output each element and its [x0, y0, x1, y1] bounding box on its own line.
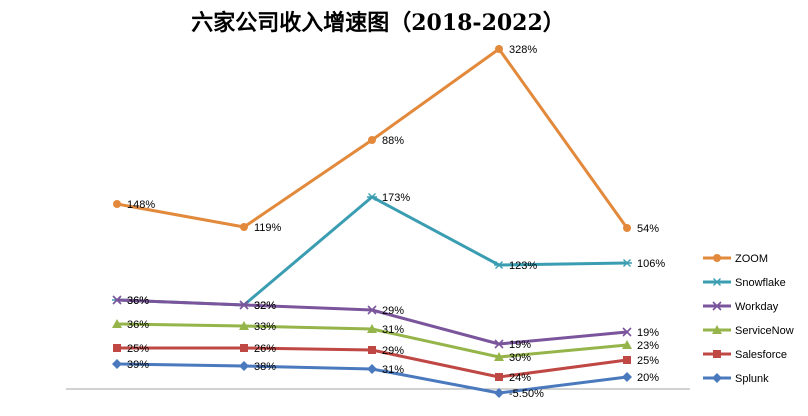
legend-item-splunk: Splunk [703, 373, 769, 385]
data-label-zoom-1: 119% [254, 222, 282, 234]
data-label-workday-2: 29% [382, 305, 404, 317]
data-point-splunk-3 [494, 388, 504, 398]
legend-label-zoom: ZOOM [735, 253, 768, 265]
data-point-salesforce-0 [113, 344, 121, 352]
data-label-zoom-3: 328% [509, 44, 537, 56]
data-label-servicenow-4: 23% [637, 340, 659, 352]
legend: ZOOM Snowflake Workday ServiceNow Salesforce… [703, 253, 794, 385]
legend-marker-snowflake [712, 278, 722, 286]
data-label-snowflake-2: 173% [382, 192, 410, 204]
data-label-snowflake-3: 123% [509, 260, 537, 272]
plot-area: 148%119%88%328%54%36% 32%173%123% 106%36% 3… [112, 44, 665, 400]
data-label-workday-3: 19% [509, 339, 531, 351]
data-label-splunk-1: 38% [254, 361, 276, 373]
data-point-zoom-0 [113, 200, 121, 208]
series-workday: 36% 32% 29% 19% 19% [112, 295, 659, 351]
legend-item-zoom: ZOOM [703, 253, 768, 265]
data-point-workday-0 [112, 295, 122, 305]
data-point-salesforce-4 [623, 356, 631, 364]
legend-marker-workday [712, 301, 722, 311]
data-point-salesforce-3 [495, 373, 503, 381]
data-point-servicenow-1 [239, 321, 249, 330]
series-splunk: 39% 38% 31% -5.50% 20% [112, 359, 659, 400]
data-point-snowflake-2 [367, 193, 377, 201]
data-point-snowflake-4 [622, 259, 632, 267]
data-label-servicenow-0: 36% [127, 319, 149, 331]
series-line-workday [115, 298, 629, 346]
data-point-splunk-1 [239, 361, 249, 371]
data-point-splunk-4 [622, 372, 632, 382]
data-label-splunk-0: 39% [127, 359, 149, 371]
data-point-servicenow-2 [367, 324, 377, 333]
series-salesforce: 25% 26% 29% 24% 25% [113, 343, 659, 384]
legend-item-snowflake: Snowflake [703, 277, 786, 289]
data-point-workday-3 [494, 339, 504, 349]
legend-marker-splunk [712, 373, 722, 383]
data-point-zoom-3 [495, 45, 503, 53]
data-point-salesforce-1 [240, 344, 248, 352]
legend-marker-servicenow [712, 325, 722, 334]
data-label-servicenow-3: 30% [509, 352, 531, 364]
data-point-snowflake-3 [494, 261, 504, 269]
legend-item-salesforce: Salesforce [703, 349, 787, 361]
series-snowflake: 36% 32% 173% 123% 106% [112, 192, 665, 312]
legend-item-workday: Workday [703, 301, 779, 313]
chart-title: 六家公司收入增速图（2018-2022） [191, 10, 565, 36]
series-line-snowflake [115, 195, 629, 307]
data-label-workday-4: 19% [637, 327, 659, 339]
data-point-splunk-2 [367, 364, 377, 374]
data-point-servicenow-0 [112, 319, 122, 328]
data-point-workday-4 [622, 327, 632, 337]
data-point-zoom-4 [623, 224, 631, 232]
data-point-servicenow-3 [494, 352, 504, 361]
data-point-salesforce-2 [368, 346, 376, 354]
legend-label-salesforce: Salesforce [735, 349, 787, 361]
data-label-salesforce-2: 29% [382, 345, 404, 357]
legend-item-servicenow: ServiceNow [703, 325, 794, 337]
data-label-snowflake-4: 106% [637, 258, 665, 270]
legend-label-workday: Workday [735, 301, 779, 313]
data-label-workday-1: 32% [254, 300, 276, 312]
data-point-zoom-1 [240, 223, 248, 231]
legend-label-snowflake: Snowflake [735, 277, 786, 289]
data-point-workday-1 [239, 300, 249, 310]
series-zoom: 148% 119% 88% 328% 54% [113, 44, 659, 235]
data-point-zoom-2 [368, 136, 376, 144]
legend-marker-salesforce [713, 350, 721, 358]
data-label-salesforce-3: 24% [509, 372, 531, 384]
data-label-salesforce-0: 25% [127, 343, 149, 355]
series-servicenow: 36% 33% 31% 30% 23% [112, 319, 659, 364]
data-label-servicenow-1: 33% [254, 321, 276, 333]
data-label-splunk-4: 20% [637, 372, 659, 384]
data-label-zoom-0: 148% [127, 199, 155, 211]
data-label-zoom-2: 88% [382, 135, 404, 147]
data-label-zoom-4: 54% [637, 223, 659, 235]
data-point-servicenow-4 [622, 340, 632, 349]
data-label-splunk-3: -5.50% [509, 388, 544, 400]
data-label-splunk-2: 31% [382, 364, 404, 376]
data-label-salesforce-1: 26% [254, 343, 276, 355]
legend-marker-zoom [713, 254, 721, 262]
data-label-salesforce-4: 25% [637, 355, 659, 367]
data-point-splunk-0 [112, 359, 122, 369]
legend-label-splunk: Splunk [735, 373, 769, 385]
data-label-workday-0: 36% [127, 295, 149, 307]
data-label-servicenow-2: 31% [382, 324, 404, 336]
legend-label-servicenow: ServiceNow [735, 325, 794, 337]
data-point-workday-2 [367, 305, 377, 315]
